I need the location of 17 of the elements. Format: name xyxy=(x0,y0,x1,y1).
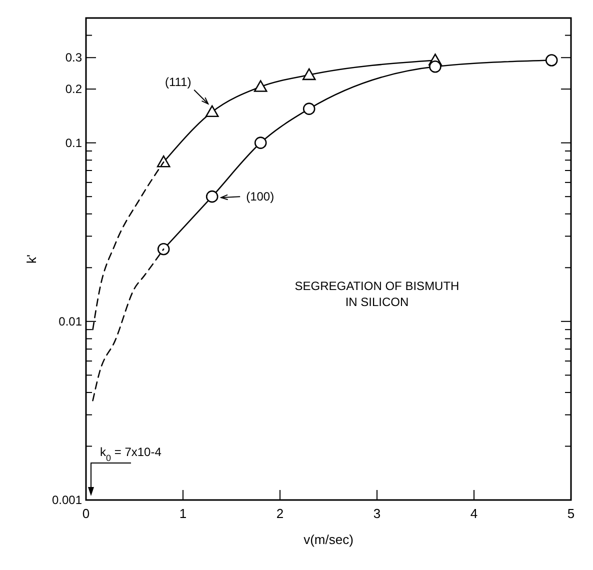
legend-label: (100) xyxy=(246,190,274,204)
annotation: SEGREGATION OF BISMUTH IN SILICON xyxy=(294,278,460,309)
y-axis-title: k' xyxy=(24,254,39,264)
x-tick-label: 0 xyxy=(82,506,90,521)
x-tick-label: 3 xyxy=(373,506,381,521)
x-tick-label: 5 xyxy=(567,506,575,521)
x-tick-label: 2 xyxy=(276,506,284,521)
y-tick-label: 0.001 xyxy=(52,493,82,507)
y-tick-label: 0.2 xyxy=(65,82,82,96)
x-tick-label: 1 xyxy=(179,506,187,521)
annotation: k$_{0}$ = 7x10-4 xyxy=(100,445,162,463)
y-tick-label: 0.3 xyxy=(65,50,82,65)
x-axis-title: v(m/sec) xyxy=(304,532,354,547)
y-tick-label: 0.1 xyxy=(65,136,82,150)
x-tick-label: 4 xyxy=(470,506,478,521)
y-tick-label: 0.01 xyxy=(58,314,82,328)
text: (111) xyxy=(164,74,192,89)
